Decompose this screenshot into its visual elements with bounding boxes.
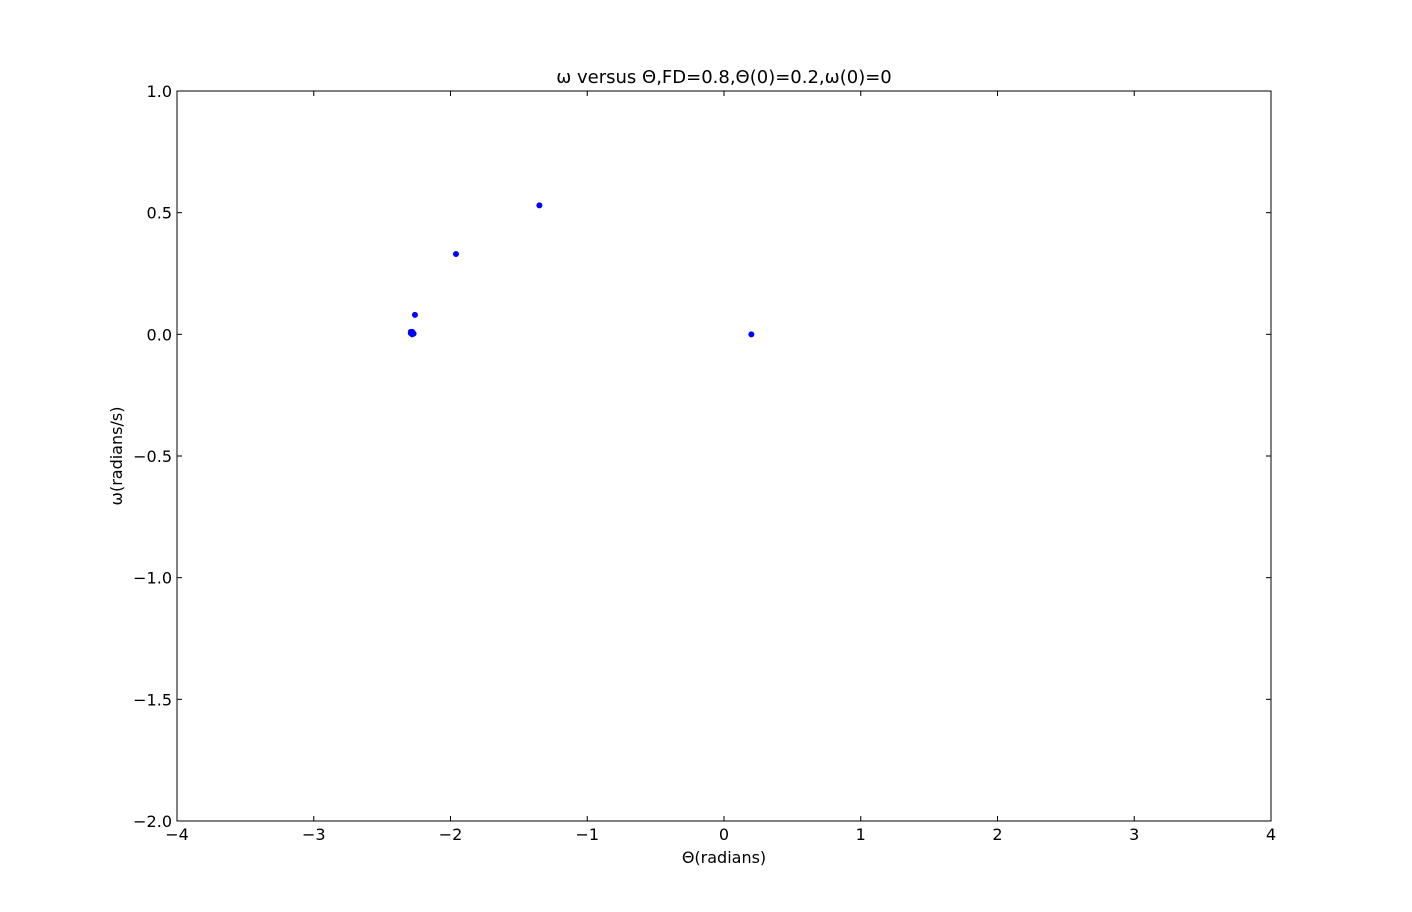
data-point [452, 251, 459, 258]
data-point [411, 311, 418, 318]
x-tick-label: 1 [856, 825, 866, 844]
x-axis-label: Θ(radians) [682, 848, 766, 867]
y-tick-label: −1.0 [133, 569, 172, 588]
x-tick-label: 3 [1129, 825, 1139, 844]
y-axis-label: ω(radians/s) [107, 407, 126, 506]
plot-frame [176, 90, 1272, 822]
axes: −4 −3 −2 −1 0 1 2 3 4 1.0 0.5 0.0 −0.5 −1.0 −1.5 −2.0 [133, 82, 1276, 844]
data-point [748, 331, 755, 338]
chart-title: ω versus Θ,FD=0.8,Θ(0)=0.2,ω(0)=0 [556, 67, 892, 88]
y-tick-label: 0.0 [147, 325, 172, 344]
data-points [407, 202, 755, 338]
x-tick-label: 4 [1266, 825, 1276, 844]
x-tick-label: −2 [439, 825, 463, 844]
data-point [536, 202, 543, 209]
x-tick-label: 0 [719, 825, 729, 844]
y-tick-label: −2.0 [133, 812, 172, 831]
x-tick-label: 2 [992, 825, 1002, 844]
y-tick-label: −0.5 [133, 447, 172, 466]
x-tick-label: −4 [165, 825, 189, 844]
data-point [410, 330, 417, 337]
y-tick-label: 0.5 [147, 204, 172, 223]
y-tick-label: 1.0 [147, 82, 172, 101]
x-tick-label: −3 [302, 825, 326, 844]
y-tick-label: −1.5 [133, 690, 172, 709]
x-tick-label: −1 [575, 825, 599, 844]
